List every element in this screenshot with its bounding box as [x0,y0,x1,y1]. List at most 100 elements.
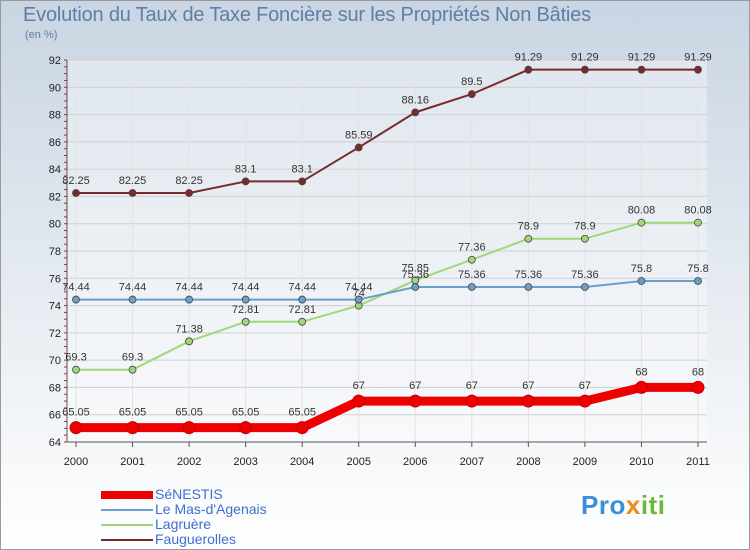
data-label: 69.3 [122,352,143,364]
x-tick-label: 2008 [516,456,540,468]
data-label: 72.81 [288,304,316,316]
data-point [694,65,702,74]
data-label: 75.8 [631,263,652,275]
y-tick-label: 84 [49,164,61,176]
x-tick-label: 2003 [233,456,257,468]
data-point [578,394,592,408]
data-point [634,380,648,394]
data-label: 75.36 [571,269,599,281]
data-label: 68 [692,366,704,378]
data-point [72,365,80,374]
data-label: 85.59 [345,129,373,141]
data-point [128,365,137,374]
data-label: 89.5 [461,76,482,88]
series-line-1 [75,280,699,301]
data-point [581,65,589,74]
x-tick-label: 2006 [403,456,427,468]
x-tick-label: 2000 [64,456,88,468]
data-label: 74.44 [119,282,147,294]
data-point [354,143,363,152]
y-tick-label: 86 [49,137,61,149]
data-point [182,421,196,435]
data-point [691,380,705,394]
data-label: 67 [409,380,421,392]
data-label: 74.44 [232,282,260,294]
legend-label: Fauguerolles [155,531,236,547]
data-label: 71.38 [175,323,203,335]
x-tick-label: 2009 [573,456,597,468]
data-point [128,189,137,197]
logo-part-2: x [625,490,641,520]
data-label: 91.29 [684,52,712,64]
data-point [694,277,702,285]
data-label: 82.25 [119,175,147,187]
data-point [185,295,193,304]
x-tick-label: 2002 [177,456,201,468]
data-label: 74.44 [175,282,203,294]
data-label: 65.05 [119,407,147,419]
y-tick-label: 88 [49,110,61,122]
data-label: 91.29 [571,52,599,64]
data-label: 91.29 [628,52,656,64]
series-line-3 [75,68,699,195]
legend-label: SéNESTIS [155,486,223,502]
x-tick-label: 2010 [629,456,653,468]
data-label: 75.8 [687,263,708,275]
data-label: 74.44 [62,282,90,294]
legend-label: Le Mas-d'Agenais [155,501,267,517]
y-tick-label: 64 [49,437,61,449]
legend-label: Lagruère [155,516,212,532]
data-point [185,337,193,346]
data-point [352,394,366,408]
data-point [637,218,646,227]
legend-swatch [101,538,153,541]
data-label: 65.05 [232,407,260,419]
chart-title: Evolution du Taux de Taxe Foncière sur l… [23,4,591,26]
data-point [69,421,83,435]
data-label: 65.05 [62,407,90,419]
data-label: 67 [353,380,365,392]
data-point [411,108,420,117]
y-tick-label: 76 [49,273,61,285]
data-point [581,234,589,243]
data-label: 91.29 [515,52,543,64]
data-point [411,283,420,291]
data-label: 65.05 [175,407,203,419]
proxiti-logo: Proxiti [581,490,665,521]
data-point [295,421,309,435]
data-label: 82.25 [175,175,203,187]
data-label: 78.9 [518,221,539,233]
data-point [128,295,137,304]
data-point [467,255,476,264]
data-point [241,295,250,304]
x-tick-label: 2005 [346,456,370,468]
data-point [465,394,479,408]
x-tick-label: 2011 [686,456,710,468]
data-point [637,277,646,285]
data-label: 83.1 [291,163,312,175]
y-tick-label: 92 [49,55,61,67]
data-label: 69.3 [65,352,86,364]
data-point [524,283,533,291]
data-point [408,394,422,408]
data-point [298,317,307,326]
data-label: 74 [353,288,365,300]
data-label: 65.05 [288,407,316,419]
data-label: 82.25 [62,175,90,187]
data-label: 77.36 [458,242,486,254]
y-tick-label: 82 [49,191,61,203]
data-point [521,394,535,408]
y-tick-label: 74 [49,301,61,313]
data-point [637,65,646,74]
y-tick-label: 68 [49,382,61,394]
data-label: 72.81 [232,304,260,316]
data-label: 88.16 [402,94,430,106]
data-point [298,295,307,304]
series-line-0 [71,382,703,433]
data-point [241,177,250,186]
data-point [581,283,589,291]
data-label: 80.08 [628,205,656,217]
x-tick-label: 2001 [120,456,144,468]
unit-label: (en %) [25,29,58,41]
